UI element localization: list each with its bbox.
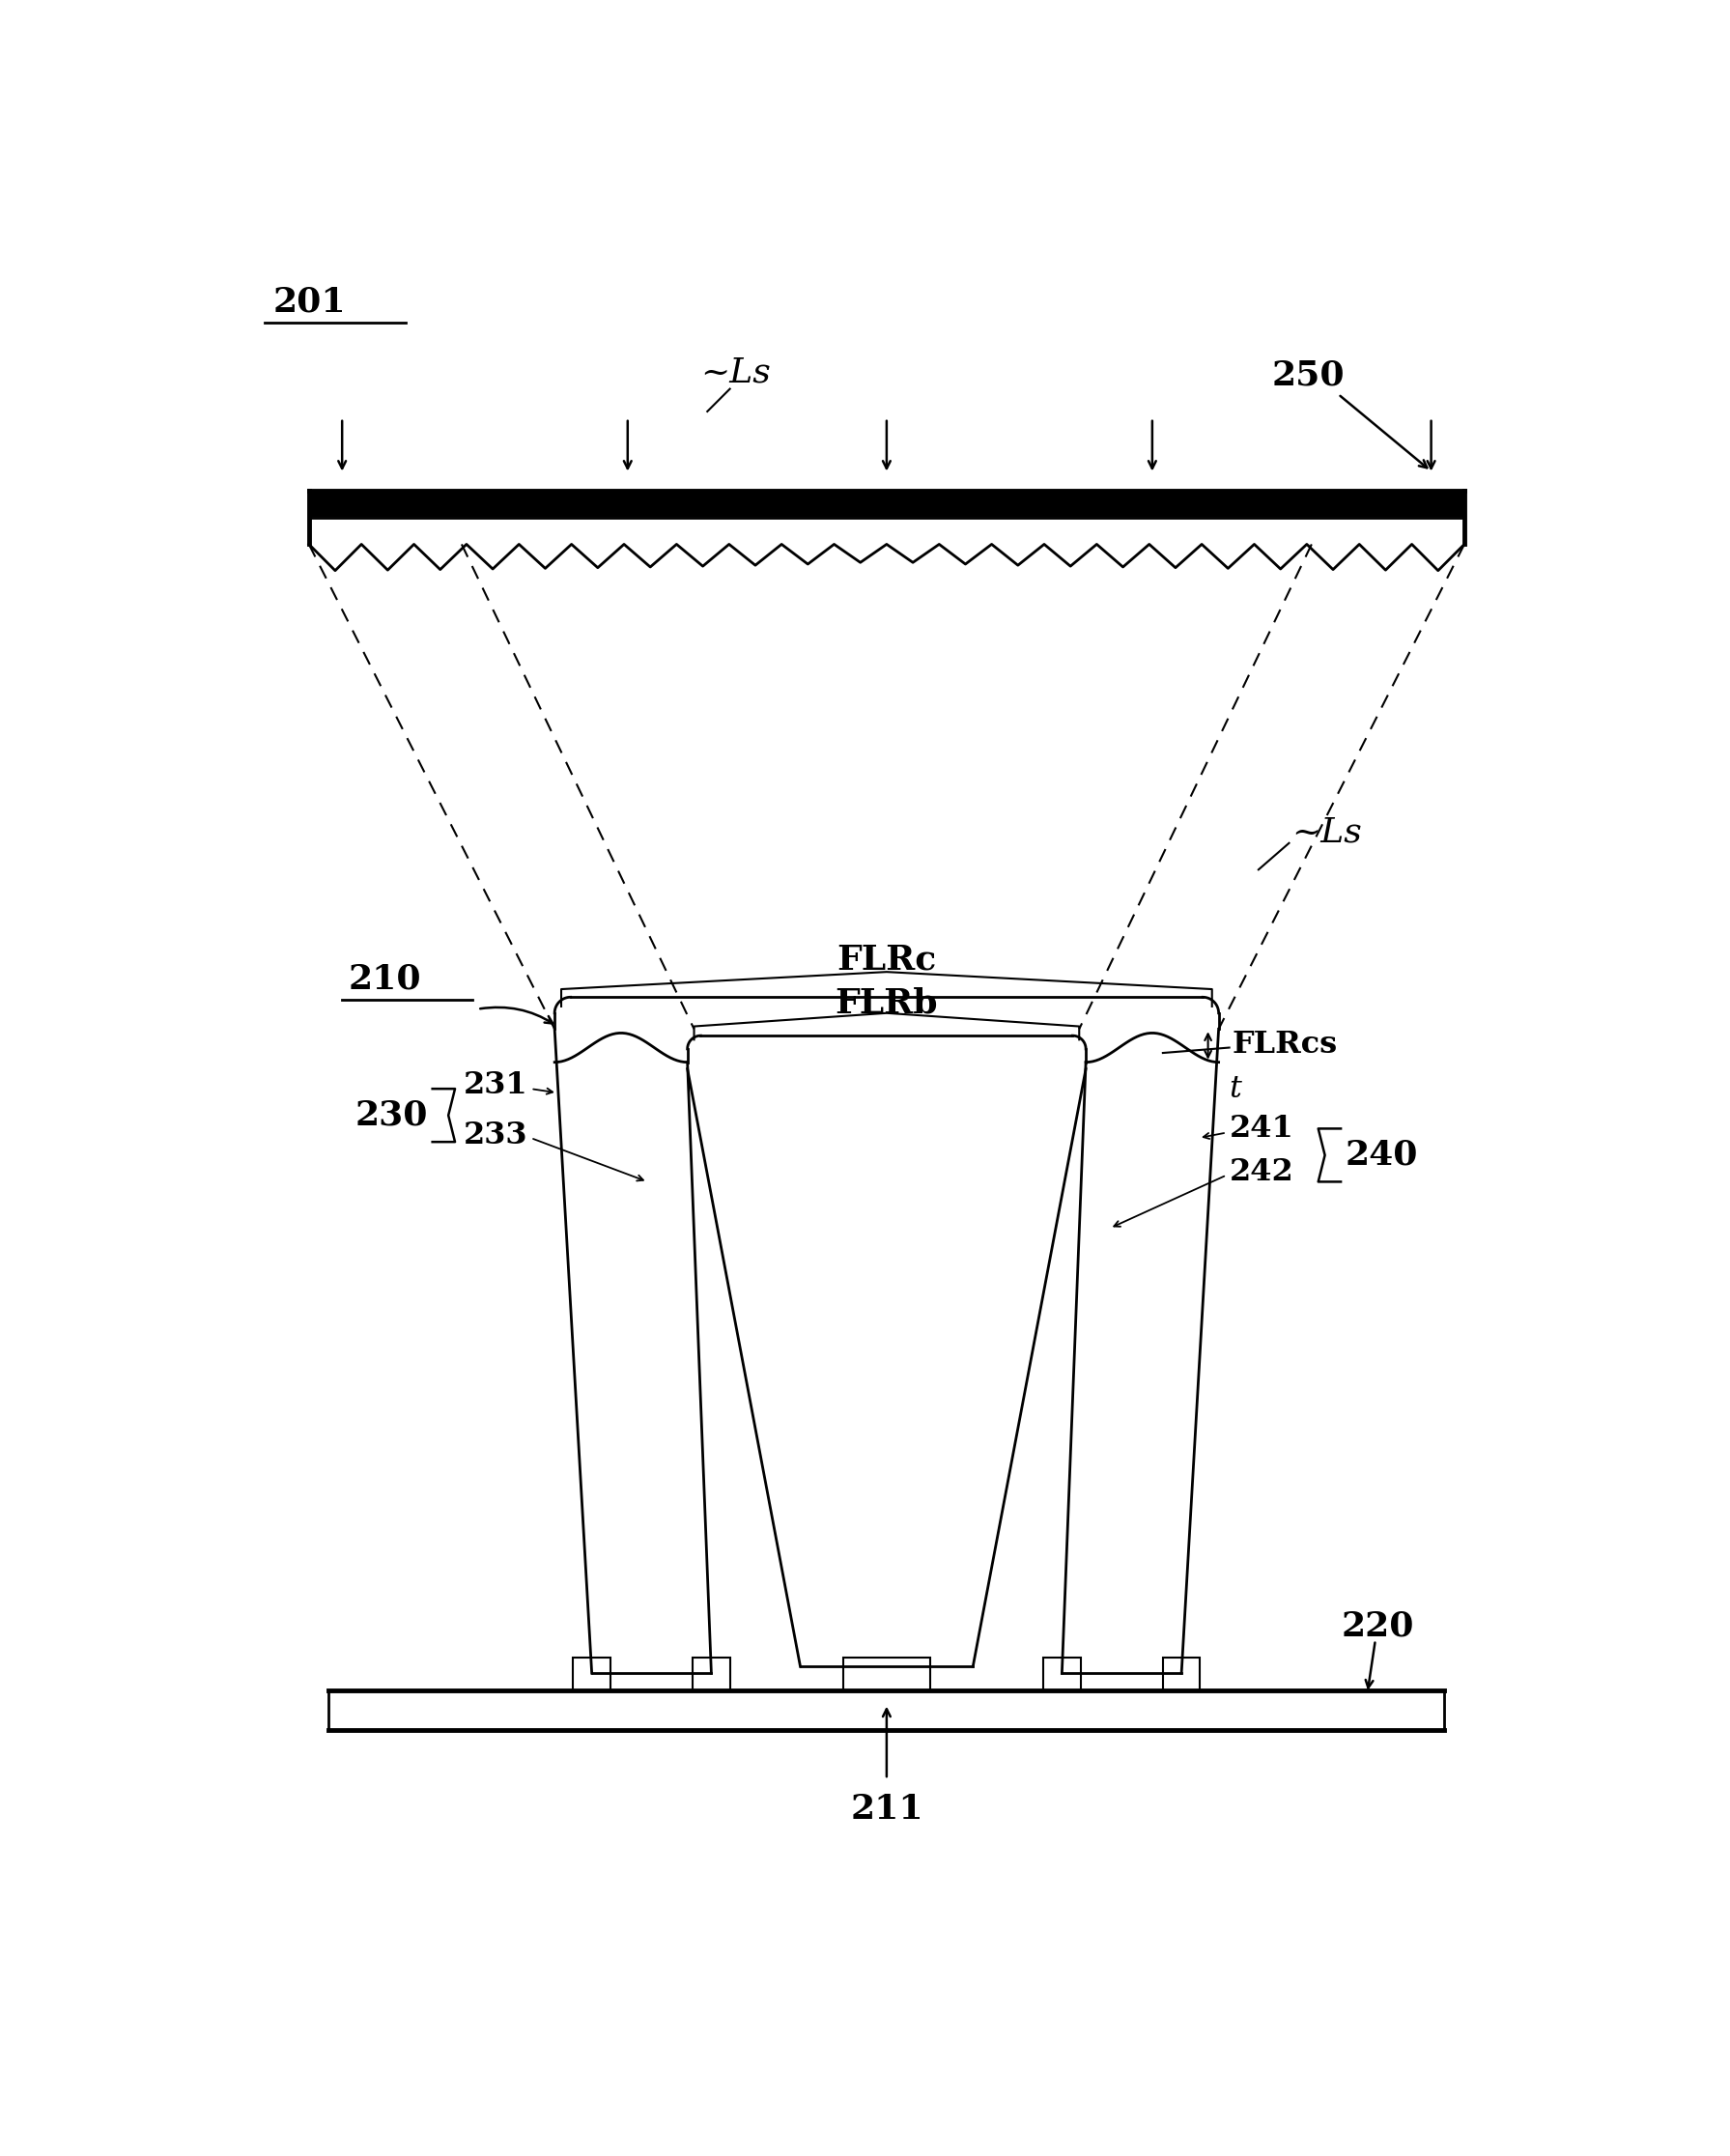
Bar — [692, 1658, 730, 1690]
Text: FLRcs: FLRcs — [1232, 1031, 1337, 1061]
Text: 241: 241 — [1230, 1115, 1294, 1143]
Text: 211: 211 — [849, 1792, 924, 1826]
Bar — [573, 1658, 611, 1690]
Text: 231: 231 — [464, 1069, 528, 1100]
Text: 233: 233 — [464, 1121, 528, 1151]
Bar — [844, 1658, 929, 1690]
Text: 240: 240 — [1344, 1138, 1419, 1171]
Text: FLRc: FLRc — [837, 942, 936, 977]
Text: 210: 210 — [349, 964, 422, 996]
Bar — [1163, 1658, 1201, 1690]
Text: t: t — [1230, 1074, 1242, 1104]
Bar — [1043, 1658, 1081, 1690]
Text: FLRb: FLRb — [836, 987, 938, 1020]
Text: 220: 220 — [1341, 1611, 1413, 1643]
Text: 230: 230 — [355, 1100, 429, 1132]
Text: ~Ls: ~Ls — [1292, 815, 1362, 849]
Text: ~Ls: ~Ls — [701, 356, 772, 388]
Text: 250: 250 — [1272, 358, 1344, 392]
Text: 242: 242 — [1230, 1158, 1294, 1188]
Text: 201: 201 — [273, 285, 346, 319]
